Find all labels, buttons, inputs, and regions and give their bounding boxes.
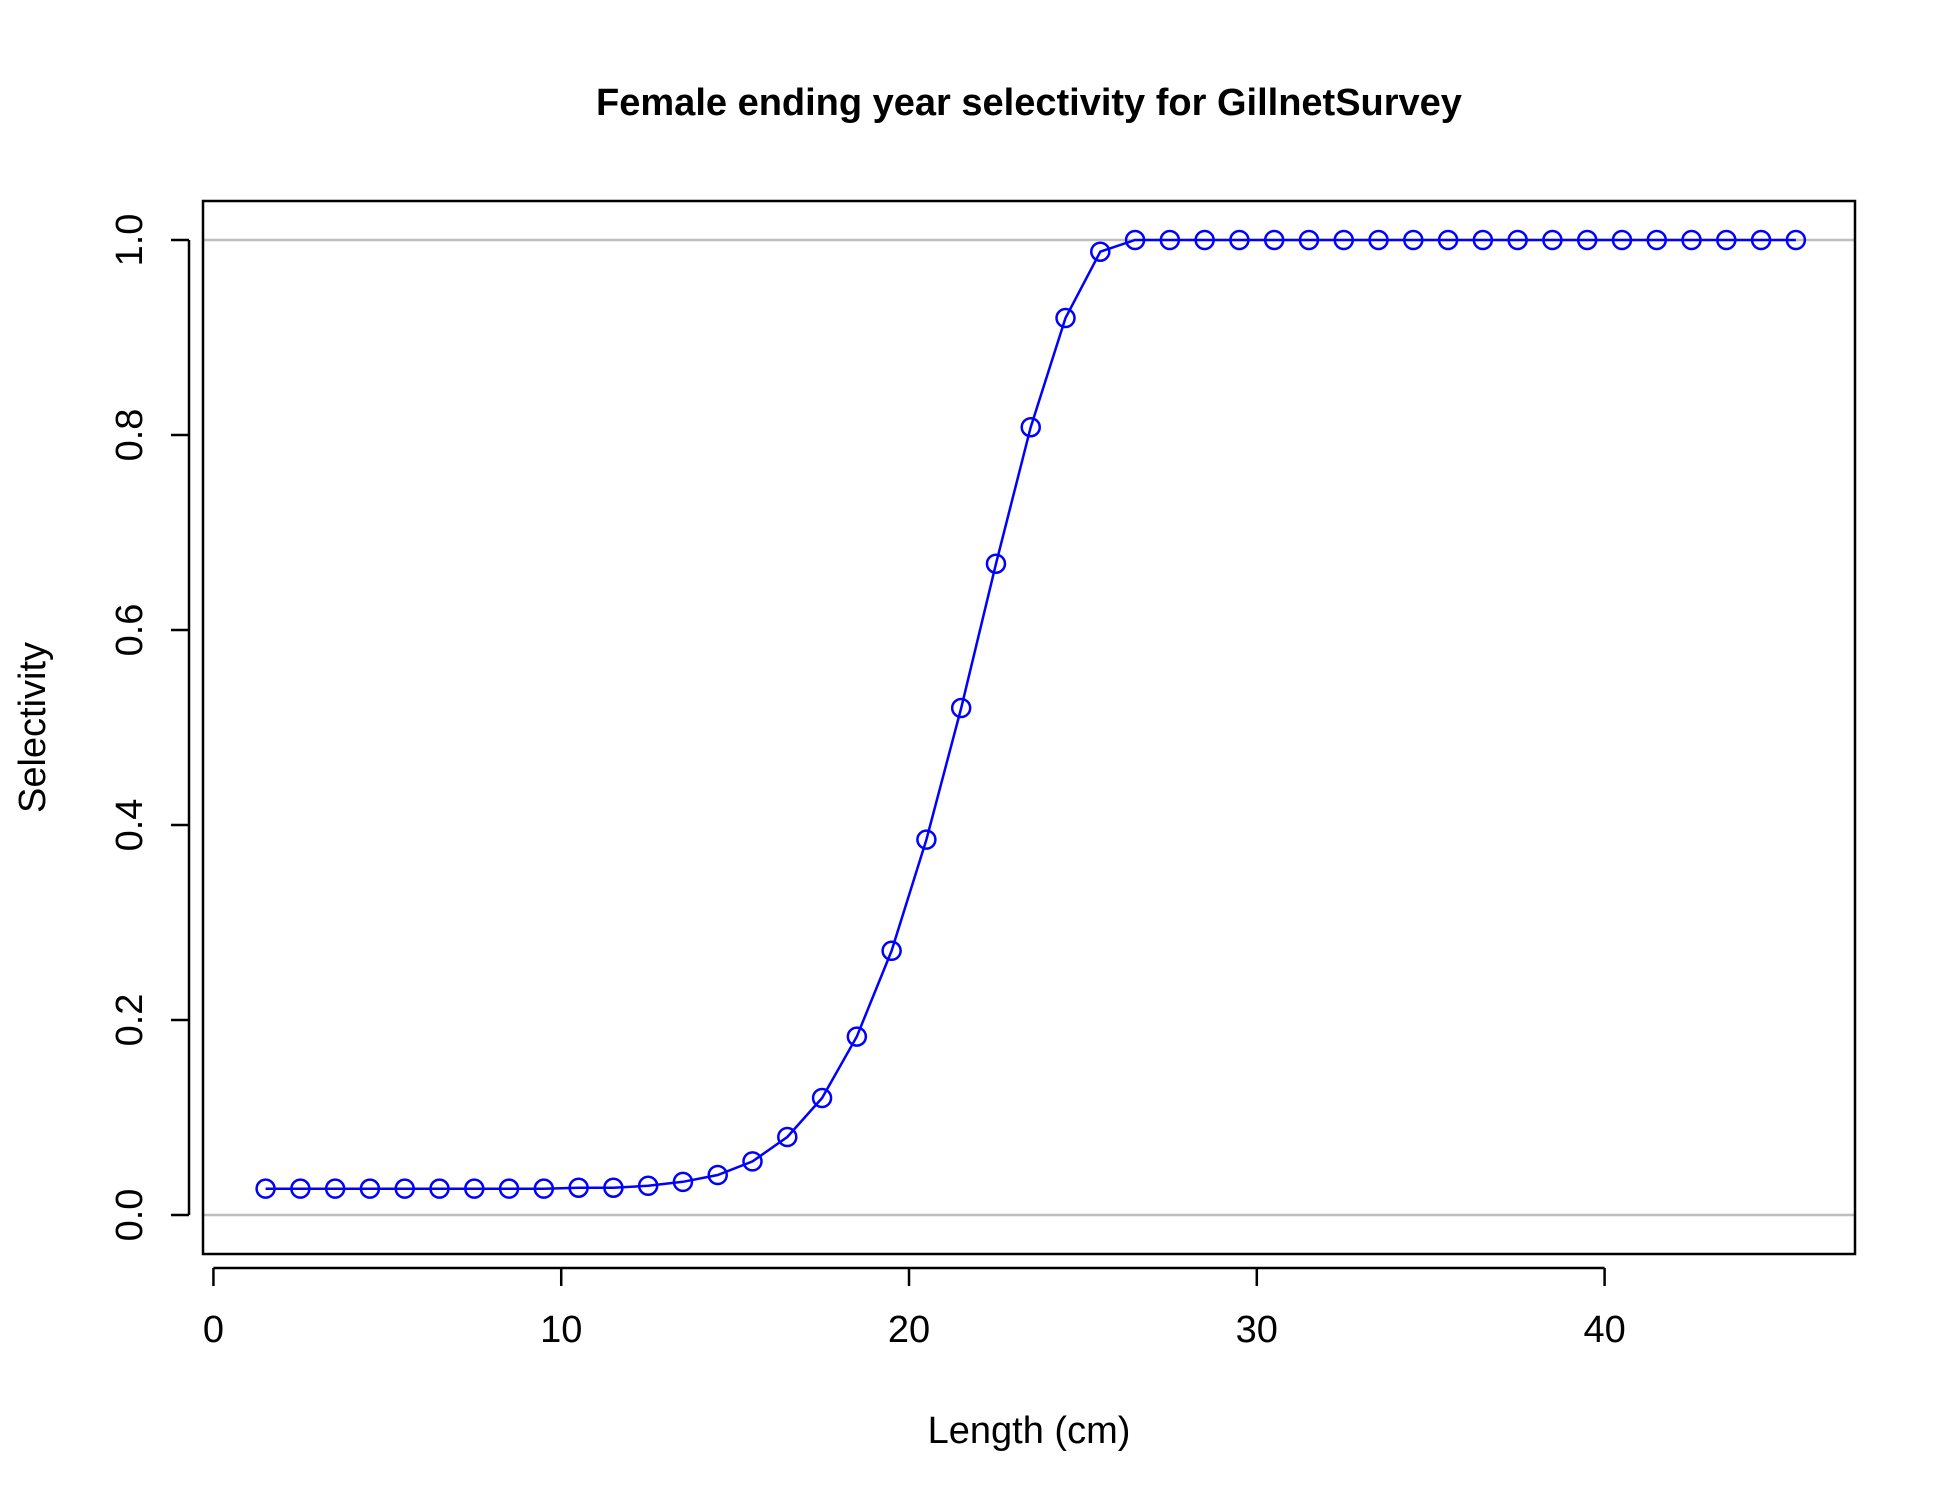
data-point [1785, 229, 1807, 251]
data-point [1611, 229, 1633, 251]
data-point [707, 1164, 728, 1186]
y-tick-label: 0.8 [109, 409, 151, 462]
series-layer [255, 229, 1807, 1199]
data-point [1403, 229, 1424, 251]
data-point [429, 1178, 450, 1199]
data-point [1646, 229, 1668, 251]
data-point [881, 940, 902, 962]
y-tick-label: 0.6 [109, 604, 151, 657]
data-point [359, 1178, 381, 1199]
x-tick-label: 40 [1583, 1309, 1625, 1351]
data-point [290, 1178, 311, 1199]
data-point [672, 1171, 694, 1193]
data-point [498, 1178, 520, 1199]
x-axis: 0 10 20 30 40 [203, 1266, 1626, 1351]
data-point [394, 1178, 415, 1199]
chart-title: Female ending year selectivity for Gilln… [596, 82, 1462, 124]
data-point [568, 1177, 589, 1198]
data-point [811, 1087, 833, 1109]
data-point [1750, 229, 1772, 251]
data-point [846, 1026, 868, 1047]
x-tick-label: 30 [1236, 1309, 1278, 1351]
plot-frame [201, 199, 1857, 1256]
data-point [916, 829, 937, 850]
y-tick-label: 0.4 [109, 799, 151, 852]
data-point [950, 697, 972, 719]
data-point [1681, 229, 1702, 251]
data-point [255, 1178, 276, 1199]
data-point [1576, 229, 1598, 251]
x-tick-label: 0 [203, 1309, 224, 1351]
data-point [1368, 229, 1389, 251]
data-point [637, 1175, 659, 1196]
data-point [603, 1177, 624, 1198]
data-point [1542, 229, 1563, 251]
data-point [1716, 229, 1737, 251]
data-point [1507, 229, 1528, 251]
data-point [1472, 229, 1494, 251]
y-axis-label: Selectivity [12, 642, 54, 813]
data-point [1055, 307, 1076, 329]
data-point [1263, 229, 1285, 251]
data-point [1159, 229, 1181, 251]
x-axis-label: Length (cm) [928, 1410, 1131, 1452]
data-point [324, 1178, 346, 1199]
y-tick-label: 0.0 [109, 1189, 151, 1242]
data-point [533, 1178, 555, 1199]
data-point [1090, 241, 1111, 262]
y-tick-label: 0.2 [109, 994, 151, 1047]
data-point [985, 553, 1007, 574]
data-point [464, 1178, 485, 1199]
data-point [742, 1151, 763, 1172]
data-point [1229, 229, 1250, 251]
series-line [265, 238, 1796, 1190]
data-point [1333, 229, 1354, 251]
data-point [777, 1126, 798, 1148]
x-tick-label: 10 [540, 1309, 582, 1351]
x-tick-label: 20 [888, 1309, 930, 1351]
data-point [1124, 229, 1146, 251]
data-point [1194, 229, 1215, 251]
reference-lines [203, 238, 1855, 1217]
data-point [1437, 229, 1459, 251]
y-axis: 0.0 0.2 0.4 0.6 0.8 1.0 [109, 214, 191, 1242]
data-point [1020, 416, 1041, 438]
data-point [1298, 229, 1320, 251]
y-tick-label: 1.0 [109, 214, 151, 267]
